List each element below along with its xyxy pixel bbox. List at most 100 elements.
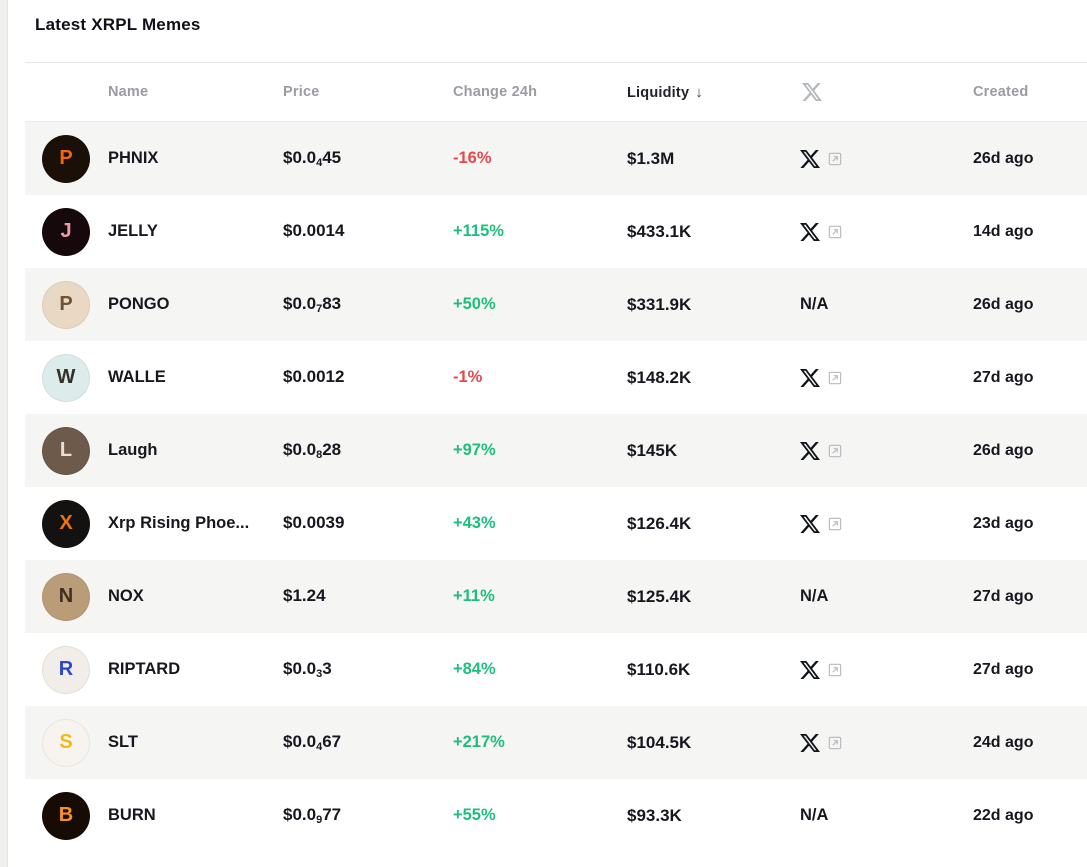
created-value: 23d ago	[973, 514, 1034, 532]
table-row[interactable]: L Laugh $0.0828 +97% $145K 26d ago	[25, 414, 1087, 487]
x-link-cell: N/A	[800, 295, 973, 314]
token-name: Xrp Rising Phoe...	[108, 514, 250, 532]
liquidity-value: $125.4K	[627, 586, 692, 606]
x-logo-icon[interactable]	[800, 660, 820, 680]
external-link-icon[interactable]	[827, 443, 843, 459]
liquidity-value: $110.6K	[627, 659, 691, 679]
token-name: PHNIX	[108, 149, 159, 167]
price-prefix: $0.0012	[283, 367, 345, 386]
price-prefix: $0.0	[283, 732, 317, 751]
column-header-name[interactable]: Name	[108, 84, 149, 100]
change-value: +97%	[453, 441, 496, 459]
x-column-icon	[800, 82, 973, 102]
price-value: $0.0977	[283, 805, 453, 826]
x-logo-icon[interactable]	[800, 149, 820, 169]
table-row[interactable]: J JELLY $0.0014 +115% $433.1K 14d ago	[25, 195, 1087, 268]
column-header-change-24h[interactable]: Change 24h	[453, 84, 538, 100]
liquidity-label: Liquidity	[627, 84, 690, 101]
token-avatar: L	[42, 426, 90, 475]
table-row[interactable]: S SLT $0.0467 +217% $104.5K 24d ago	[25, 706, 1087, 779]
table-row[interactable]: P PHNIX $0.0445 -16% $1.3M 26d ago	[25, 122, 1087, 195]
name-cell: S SLT	[25, 718, 283, 767]
created-value: 22d ago	[973, 806, 1034, 824]
created-value: 27d ago	[973, 587, 1034, 605]
x-link-cell: N/A	[800, 806, 973, 825]
created-value: 14d ago	[973, 222, 1034, 240]
table-row[interactable]: W WALLE $0.0012 -1% $148.2K 27d ago	[25, 341, 1087, 414]
name-cell: N NOX	[25, 572, 283, 621]
section-divider	[25, 62, 1087, 63]
sort-descending-icon: ↓	[695, 83, 703, 101]
token-name: Laugh	[108, 441, 158, 459]
name-cell: L Laugh	[25, 426, 283, 475]
external-link-icon[interactable]	[827, 735, 843, 751]
external-link-icon[interactable]	[827, 370, 843, 386]
price-value: $0.033	[283, 659, 453, 680]
x-links	[800, 368, 843, 388]
x-logo-icon[interactable]	[800, 441, 820, 461]
price-value: $0.0783	[283, 294, 453, 315]
name-cell: P PHNIX	[25, 134, 283, 183]
x-links	[800, 222, 843, 242]
external-link-icon[interactable]	[827, 151, 843, 167]
liquidity-value: $433.1K	[627, 221, 692, 241]
change-value: +217%	[453, 733, 505, 751]
table-row[interactable]: R RIPTARD $0.033 +84% $110.6K 27d ago	[25, 633, 1087, 706]
price-value: $0.0828	[283, 440, 453, 461]
page-title: Latest XRPL Memes	[35, 15, 201, 34]
price-prefix: $0.0039	[283, 513, 345, 532]
liquidity-value: $93.3K	[627, 805, 682, 825]
external-link-icon[interactable]	[827, 516, 843, 532]
price-value: $0.0467	[283, 732, 453, 753]
change-value: -16%	[453, 149, 492, 167]
x-link-cell: N/A	[800, 587, 973, 606]
liquidity-value: $1.3M	[627, 148, 675, 168]
created-value: 24d ago	[973, 733, 1034, 751]
name-cell: X Xrp Rising Phoe...	[25, 499, 283, 548]
x-na: N/A	[800, 587, 829, 605]
table-row[interactable]: N NOX $1.24 +11% $125.4K N/A 27d ago	[25, 560, 1087, 633]
created-value: 26d ago	[973, 149, 1034, 167]
memes-table-section: Latest XRPL Memes Name Price Change 24h …	[25, 0, 1087, 852]
price-prefix: $0.0	[283, 659, 317, 678]
change-value: +11%	[453, 587, 495, 605]
column-header-created[interactable]: Created	[973, 84, 1029, 100]
price-prefix: $0.0	[283, 440, 317, 459]
x-links	[800, 660, 843, 680]
price-value: $0.0039	[283, 513, 453, 534]
token-name: BURN	[108, 806, 156, 824]
name-cell: J JELLY	[25, 207, 283, 256]
x-link-cell	[800, 149, 973, 169]
price-suffix: 28	[322, 440, 342, 459]
x-logo-icon[interactable]	[800, 514, 820, 534]
x-logo-icon[interactable]	[800, 733, 820, 753]
change-value: +43%	[453, 514, 496, 532]
x-logo-icon[interactable]	[800, 222, 820, 242]
external-link-icon[interactable]	[827, 662, 843, 678]
column-header-x[interactable]	[800, 82, 973, 102]
price-suffix: 3	[322, 659, 332, 678]
created-value: 27d ago	[973, 368, 1034, 386]
table-row[interactable]: P PONGO $0.0783 +50% $331.9K N/A 26d ago	[25, 268, 1087, 341]
token-avatar: R	[42, 645, 90, 694]
token-name: NOX	[108, 587, 144, 605]
table-row[interactable]: B BURN $0.0977 +55% $93.3K N/A 22d ago	[25, 779, 1087, 852]
column-header-price[interactable]: Price	[283, 84, 320, 100]
token-name: RIPTARD	[108, 660, 181, 678]
price-prefix: $0.0	[283, 148, 317, 167]
change-value: -1%	[453, 368, 483, 386]
token-avatar: X	[42, 499, 90, 548]
token-avatar: P	[42, 134, 90, 183]
x-links	[800, 514, 843, 534]
name-cell: B BURN	[25, 791, 283, 840]
external-link-icon[interactable]	[827, 224, 843, 240]
x-logo-icon[interactable]	[800, 368, 820, 388]
token-avatar: W	[42, 353, 90, 402]
created-value: 26d ago	[973, 295, 1034, 313]
token-name: SLT	[108, 733, 138, 751]
x-link-cell	[800, 660, 973, 680]
change-value: +115%	[453, 222, 504, 240]
column-header-liquidity[interactable]: Liquidity ↓	[627, 84, 800, 101]
table-row[interactable]: X Xrp Rising Phoe... $0.0039 +43% $126.4…	[25, 487, 1087, 560]
